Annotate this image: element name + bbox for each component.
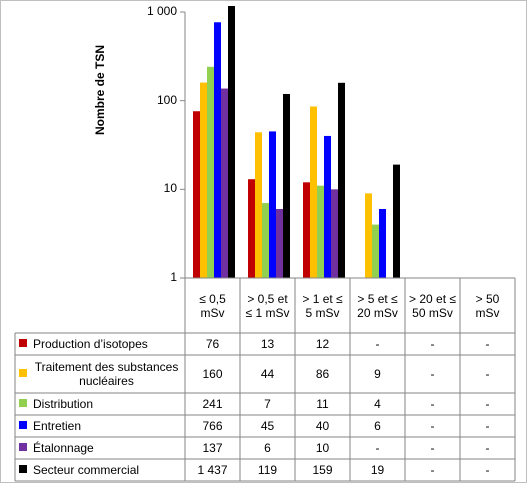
legend-label: Secteur commercial [33, 463, 140, 477]
legend-label: Entretien [33, 419, 82, 433]
legend-swatch [19, 399, 27, 407]
table-value: - [485, 441, 490, 455]
table-value: 44 [260, 367, 275, 381]
table-value: 1 437 [197, 463, 228, 477]
table-value: - [485, 367, 490, 381]
bar [393, 164, 400, 278]
y-tick-label: 10 [163, 181, 177, 196]
table-value: 241 [202, 397, 223, 411]
table-value: - [485, 463, 490, 477]
x-tick-label: > 1 et ≤ 5 mSv [302, 291, 343, 320]
table-value: 119 [257, 463, 278, 477]
table-value: - [375, 441, 380, 455]
y-axis-label: Nombre de TSN [93, 45, 107, 136]
bar [200, 82, 207, 278]
table-value: 7 [264, 397, 271, 411]
table-value: - [485, 397, 490, 411]
plot-area [193, 6, 400, 278]
table-value: 76 [205, 337, 220, 351]
legend-label: Étalonnage [33, 441, 94, 455]
bar [365, 193, 372, 278]
table-value: - [430, 441, 435, 455]
bar [269, 131, 276, 278]
bar [303, 182, 310, 278]
table-value: 4 [374, 397, 381, 411]
legend-swatch [19, 421, 27, 429]
bar [372, 224, 379, 278]
table-value: 6 [264, 441, 271, 455]
table-value: - [485, 337, 490, 351]
table-value: - [485, 419, 490, 433]
bar [338, 82, 345, 278]
bar [193, 111, 200, 278]
bar [214, 22, 221, 278]
table-value: - [430, 397, 435, 411]
table-value: 40 [315, 419, 330, 433]
bar [331, 189, 338, 278]
x-tick-label: > 5 et ≤ 20 mSv [357, 291, 398, 320]
bar [207, 66, 214, 278]
bar [283, 93, 290, 278]
bar [228, 6, 235, 278]
table-value: 9 [374, 367, 381, 381]
table-value: 6 [374, 419, 381, 433]
table-value: 45 [260, 419, 275, 433]
legend-swatch [19, 443, 27, 451]
x-tick-label: > 0,5 et ≤ 1 mSv [245, 291, 290, 320]
table-value: 766 [202, 419, 223, 433]
table-value: - [430, 337, 435, 351]
bar [221, 88, 228, 278]
y-tick-label: 100 [156, 92, 177, 107]
legend-label: Traitement des substances nucléaires [34, 360, 179, 388]
table-value: 137 [202, 441, 223, 455]
legend-swatch [19, 369, 27, 377]
bar [276, 209, 283, 278]
legend-swatch [19, 465, 27, 473]
x-tick-label: > 20 et ≤ 50 mSv [409, 291, 456, 320]
table-value: 19 [370, 463, 385, 477]
table-value: 13 [260, 337, 275, 351]
x-tick-label: > 50 mSv [475, 291, 500, 320]
table-value: 11 [316, 397, 329, 411]
y-tick-label: 1 000 [146, 4, 177, 18]
legend-swatch [19, 339, 27, 347]
bar [255, 132, 262, 278]
table-value: - [375, 337, 380, 351]
table-value: - [430, 367, 435, 381]
legend-label: Distribution [33, 397, 94, 411]
table-value: 10 [315, 441, 330, 455]
table-value: 12 [315, 337, 330, 351]
table-value: - [430, 419, 435, 433]
bar [379, 209, 386, 278]
x-tick-label: ≤ 0,5 mSv [199, 291, 226, 320]
table-value: 159 [312, 463, 333, 477]
table-value: 160 [202, 367, 223, 381]
legend-label: Production d’isotopes [33, 337, 148, 351]
bar [262, 203, 269, 278]
bar [310, 106, 317, 278]
bar [324, 135, 331, 278]
bar [248, 179, 255, 278]
y-tick-label: 1 [170, 270, 177, 284]
bar [317, 185, 324, 278]
table-value: 86 [315, 367, 330, 381]
table-value: - [430, 463, 435, 477]
